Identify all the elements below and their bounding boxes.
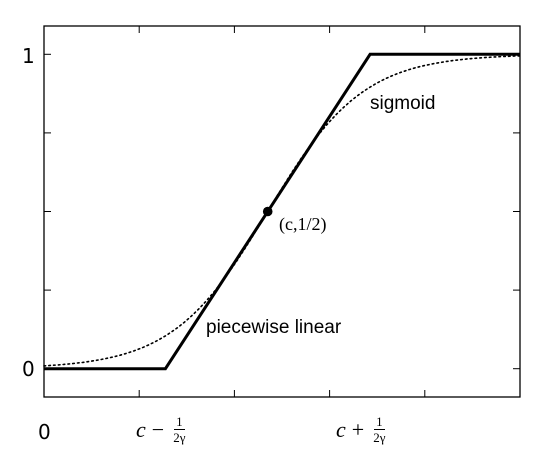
x-tick-left-denominator: 2γ (173, 430, 186, 445)
x-tick-label-right: c + 1 2γ (336, 415, 385, 444)
tick-marks (44, 26, 521, 397)
x-tick-right-op: + (351, 416, 365, 442)
x-tick-right-fraction: 1 2γ (373, 415, 385, 444)
center-point-marker (262, 206, 273, 217)
x-tick-left-fraction: 1 2γ (173, 415, 185, 444)
x-tick-right-denominator: 2γ (373, 430, 386, 445)
plot-frame (43, 25, 521, 398)
sigmoid-label: sigmoid (370, 93, 435, 114)
x-tick-left-op: − (151, 416, 165, 442)
x-tick-label-origin: 0 (38, 420, 51, 444)
y-tick-label-0: 0 (22, 357, 35, 381)
x-tick-label-left: c − 1 2γ (136, 415, 185, 444)
center-point-label: (c,1/2) (279, 214, 326, 235)
x-tick-left-base: c (136, 416, 146, 442)
x-tick-left-numerator: 1 (174, 414, 185, 430)
x-tick-right-numerator: 1 (374, 414, 385, 430)
y-tick-label-1: 1 (22, 44, 35, 68)
x-tick-right-base: c (336, 416, 346, 442)
piecewise-linear-label: piecewise linear (206, 317, 342, 338)
